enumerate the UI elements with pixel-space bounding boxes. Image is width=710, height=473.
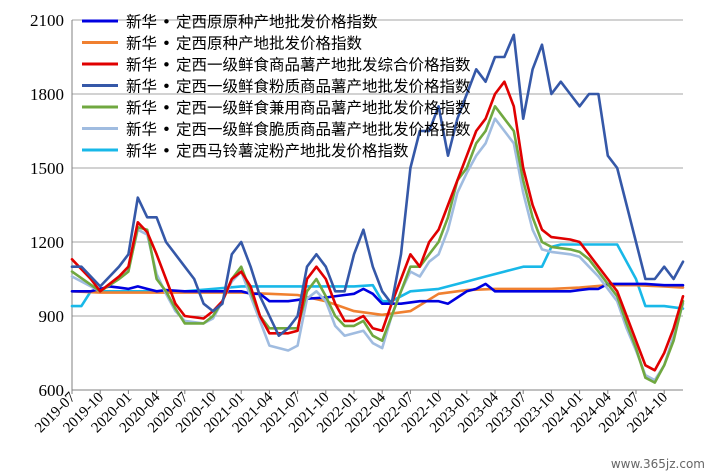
y-tick-label: 1500 — [30, 159, 64, 178]
legend-label-2: 新华 • 定西一级鲜食商品薯产地批发综合价格指数 — [126, 56, 471, 74]
plot-frame — [71, 20, 683, 391]
legend-label-1: 新华 • 定西原种产地批发价格指数 — [126, 35, 362, 53]
y-axis-ticks: 600 900 1200 1500 1800 2100 — [30, 11, 64, 400]
series-layer — [70, 33, 685, 384]
legend-label-0: 新华 • 定西原原种产地批发价格指数 — [126, 13, 378, 31]
y-tick-label: 600 — [39, 381, 65, 400]
y-tick-label: 1200 — [30, 233, 64, 252]
series-line-4 — [70, 105, 685, 384]
series-line-1 — [70, 283, 685, 317]
legend-label-4: 新华 • 定西一级鲜食兼用商品薯产地批发价格指数 — [126, 99, 471, 117]
legend-label-5: 新华 • 定西一级鲜食脆质商品薯产地批发价格指数 — [126, 121, 471, 139]
series-line-0 — [70, 282, 685, 305]
y-tick-label: 1800 — [30, 85, 64, 104]
x-axis-ticks: 2019-072019-102020-012020-042020-072020-… — [32, 389, 671, 436]
watermark-text: www.365jz.com — [611, 457, 705, 471]
series-line-3 — [70, 33, 685, 337]
y-tick-label: 900 — [39, 307, 65, 326]
grid-lines — [72, 19, 683, 391]
y-tick-label: 2100 — [30, 11, 64, 30]
legend-label-6: 新华 • 定西马铃薯淀粉产地批发价格指数 — [126, 142, 409, 160]
legend-label-3: 新华 • 定西一级鲜食粉质商品薯产地批发价格指数 — [126, 78, 471, 96]
